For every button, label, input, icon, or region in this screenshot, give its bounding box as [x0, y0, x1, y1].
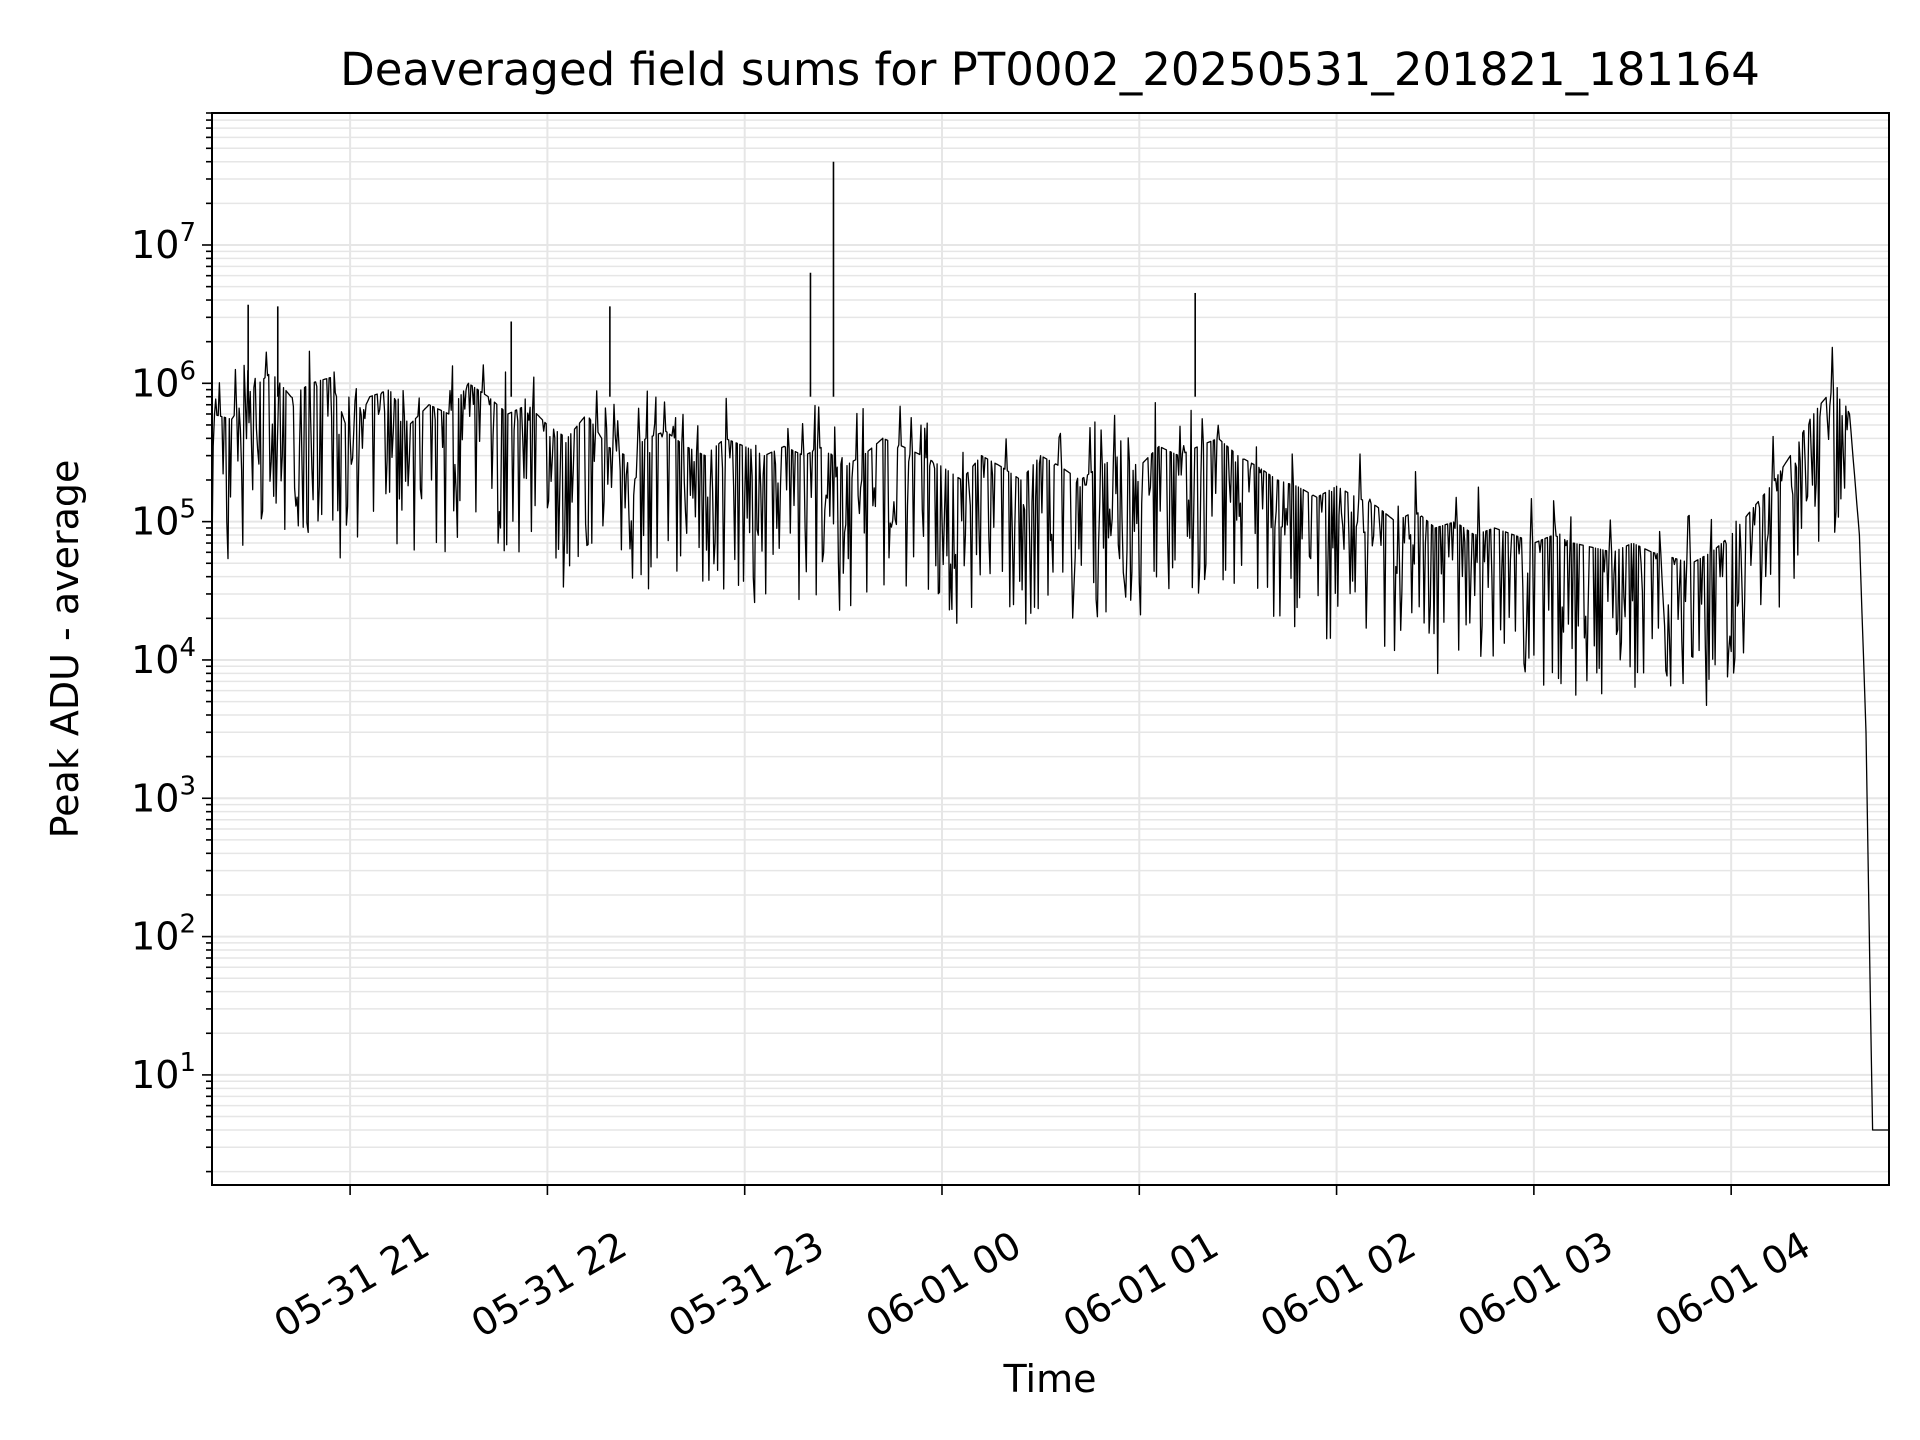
y-axis-label: Peak ADU - average	[43, 460, 87, 839]
x-tick-label: 05-31 23	[661, 1223, 831, 1347]
y-tick-label: 104	[131, 633, 196, 682]
x-tick-label: 06-01 01	[1056, 1223, 1226, 1347]
x-tick-label: 06-01 03	[1450, 1223, 1620, 1347]
y-tick-label: 102	[131, 910, 196, 959]
y-tick-label: 106	[131, 356, 196, 405]
x-tick-label: 06-01 04	[1648, 1223, 1818, 1347]
chart-title: Deaveraged field sums for PT0002_2025053…	[340, 43, 1760, 96]
y-tick-label: 105	[131, 495, 196, 544]
x-tick-label: 05-31 22	[464, 1223, 634, 1347]
plot-frame	[211, 112, 1890, 1186]
x-tick-label: 05-31 21	[267, 1223, 437, 1347]
series-line	[211, 346, 1889, 1131]
y-tick-label: 103	[131, 771, 196, 820]
y-tick-label: 101	[131, 1048, 196, 1097]
plot-area	[211, 161, 1889, 1131]
x-axis-label: Time	[1003, 1357, 1097, 1401]
x-tick-label: 06-01 00	[859, 1223, 1029, 1347]
grid	[212, 112, 1889, 1185]
x-tick-label: 06-01 02	[1253, 1223, 1423, 1347]
y-axis: 101 102 103 104 105 106 107	[131, 112, 212, 1173]
y-tick-label: 107	[131, 218, 196, 267]
x-axis: 05-31 21 05-31 22 05-31 23 06-01 00 06-01 01…	[267, 1185, 1818, 1346]
